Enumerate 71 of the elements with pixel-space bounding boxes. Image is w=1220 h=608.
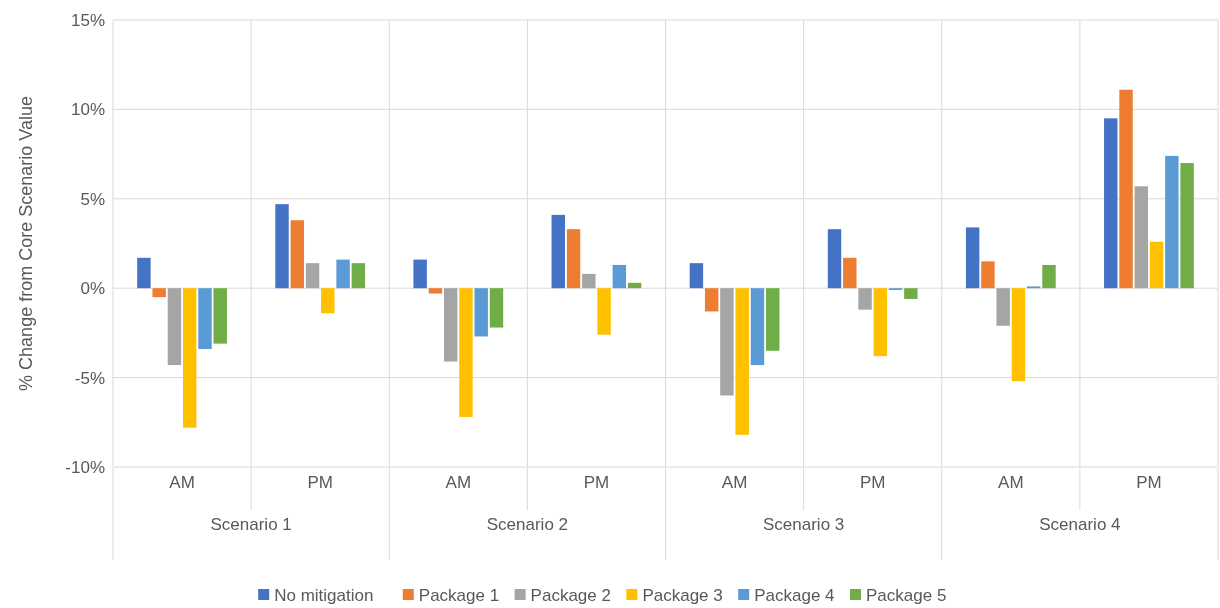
bar [597, 288, 611, 335]
bar [167, 288, 182, 366]
bar [766, 288, 780, 351]
bar [428, 288, 443, 294]
bar [843, 257, 857, 289]
x-tick-label: PM [1136, 473, 1162, 493]
legend-label: Package 3 [642, 585, 723, 605]
bar [1011, 288, 1026, 382]
bar [443, 288, 458, 362]
x-tick-label: AM [169, 473, 195, 493]
bar [321, 288, 335, 314]
bar [1042, 264, 1056, 289]
text: Scenario 4 [1039, 515, 1121, 535]
x-tick-label: PM [859, 473, 886, 493]
bar [1180, 163, 1194, 289]
bar [305, 263, 320, 289]
y-tick-label: 15% [70, 10, 105, 30]
bar [873, 288, 888, 357]
legend-label: Package 2 [530, 585, 611, 605]
bar [213, 288, 227, 344]
text: Scenario 3 [762, 515, 845, 535]
bar [1119, 89, 1133, 289]
bar [566, 229, 581, 289]
x-tick-label: AM [721, 473, 748, 493]
bar [336, 259, 350, 289]
bar [198, 288, 212, 349]
text: Scenario 2 [486, 515, 569, 535]
bar [137, 257, 151, 289]
legend-label: Package 1 [418, 585, 500, 605]
y-tick-label: -5% [74, 368, 105, 388]
bar [413, 259, 427, 289]
bar [1149, 241, 1164, 289]
bar [459, 288, 473, 417]
text: Scenario 1 [210, 515, 292, 535]
x-tick-label: AM [445, 473, 472, 493]
y-tick-label: -10% [65, 457, 105, 477]
bar [152, 288, 166, 298]
legend-label: Package 5 [866, 585, 947, 605]
bar [474, 288, 488, 337]
bar [750, 288, 765, 366]
bar [275, 204, 289, 289]
x-tick-label: PM [307, 473, 333, 493]
bar [827, 229, 842, 289]
bar [735, 288, 749, 435]
bar [612, 264, 627, 289]
bar [965, 227, 980, 289]
bar [551, 214, 565, 289]
bar [290, 220, 304, 289]
bar [1104, 118, 1118, 289]
y-tick-label: 0% [80, 279, 105, 299]
bar [996, 288, 1010, 326]
bar [720, 288, 734, 396]
x-tick-label: PM [583, 473, 610, 493]
legend-label: Package 4 [754, 585, 835, 605]
bar [704, 288, 719, 312]
x-tick-label: AM [998, 473, 1024, 493]
bar [627, 282, 642, 289]
bar [981, 261, 995, 289]
bar [689, 263, 704, 289]
bar [1165, 155, 1179, 289]
bar [582, 273, 596, 289]
y-tick-label: 10% [70, 100, 105, 120]
legend-label: No mitigation [274, 585, 374, 605]
y-axis-title: % Change from Core Scenario Value [16, 96, 36, 391]
y-tick-label: 5% [80, 189, 105, 209]
bar [351, 263, 366, 289]
bar [904, 288, 918, 299]
bar [489, 288, 504, 328]
bar [182, 288, 197, 428]
bar [858, 288, 872, 310]
bar [1134, 186, 1149, 289]
